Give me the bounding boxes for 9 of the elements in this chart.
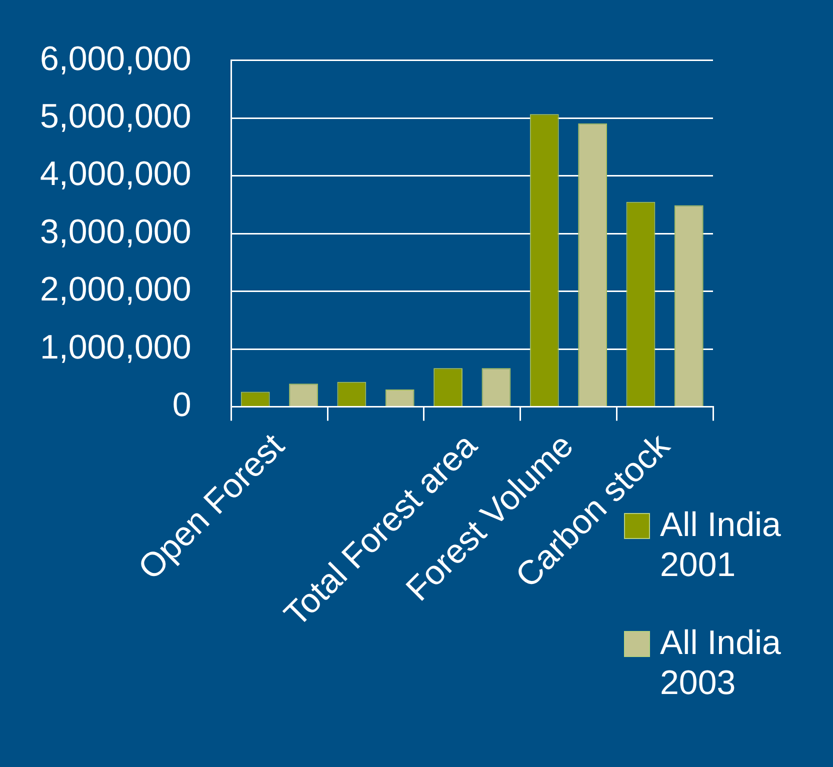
- y-tick-label: 4,000,000: [40, 155, 192, 194]
- y-tick-label: 3,000,000: [40, 212, 192, 251]
- y-tick-label: 0: [172, 386, 192, 424]
- legend-label: All India 2003: [660, 623, 782, 703]
- legend-label: All India 2001: [660, 505, 782, 585]
- y-tick-label: 6,000,000: [40, 40, 192, 78]
- y-tick-label: 2,000,000: [40, 270, 192, 309]
- y-tick-label: 5,000,000: [40, 98, 192, 136]
- y-tick-label: 1,000,000: [40, 328, 192, 366]
